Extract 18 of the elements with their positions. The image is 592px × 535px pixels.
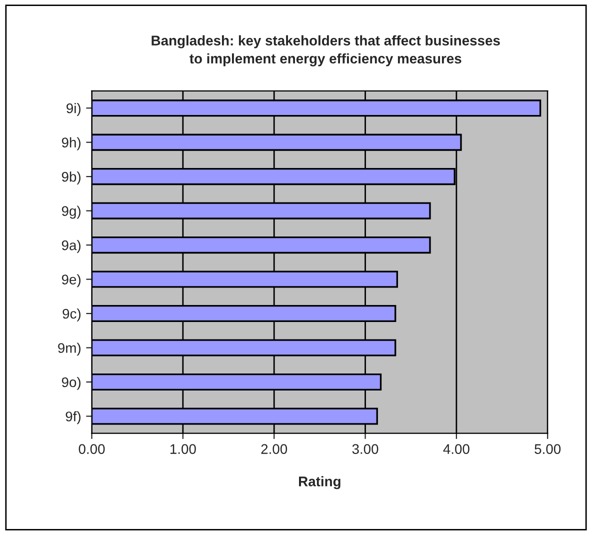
y-tick-label: 9i) bbox=[66, 103, 80, 116]
chart-title: Bangladesh: key stakeholders that affect businesses to implement energy efficiency measures bbox=[152, 35, 500, 66]
x-tick-label: 1.00 bbox=[170, 444, 196, 454]
y-tick-label: 9h) bbox=[62, 137, 80, 150]
y-tick-label: 9a) bbox=[62, 240, 80, 253]
y-tick-label: 9c) bbox=[62, 308, 80, 322]
y-tick-label: 9b) bbox=[62, 172, 80, 184]
x-tick-label: 4.00 bbox=[443, 444, 470, 454]
y-tick-label: 9o) bbox=[62, 376, 80, 390]
y-tick-label: 9g) bbox=[62, 206, 80, 219]
y-tick-label: 9e) bbox=[62, 274, 80, 288]
y-tick-label: 9m) bbox=[58, 342, 80, 356]
x-axis-title: Rating bbox=[299, 476, 340, 490]
y-tick-label: 9f) bbox=[66, 411, 80, 424]
x-tick-label: 3.00 bbox=[352, 444, 378, 454]
x-tick-label: 2.00 bbox=[261, 444, 288, 454]
x-tick-label: 0.00 bbox=[78, 444, 105, 454]
x-tick-label: 5.00 bbox=[534, 444, 561, 454]
